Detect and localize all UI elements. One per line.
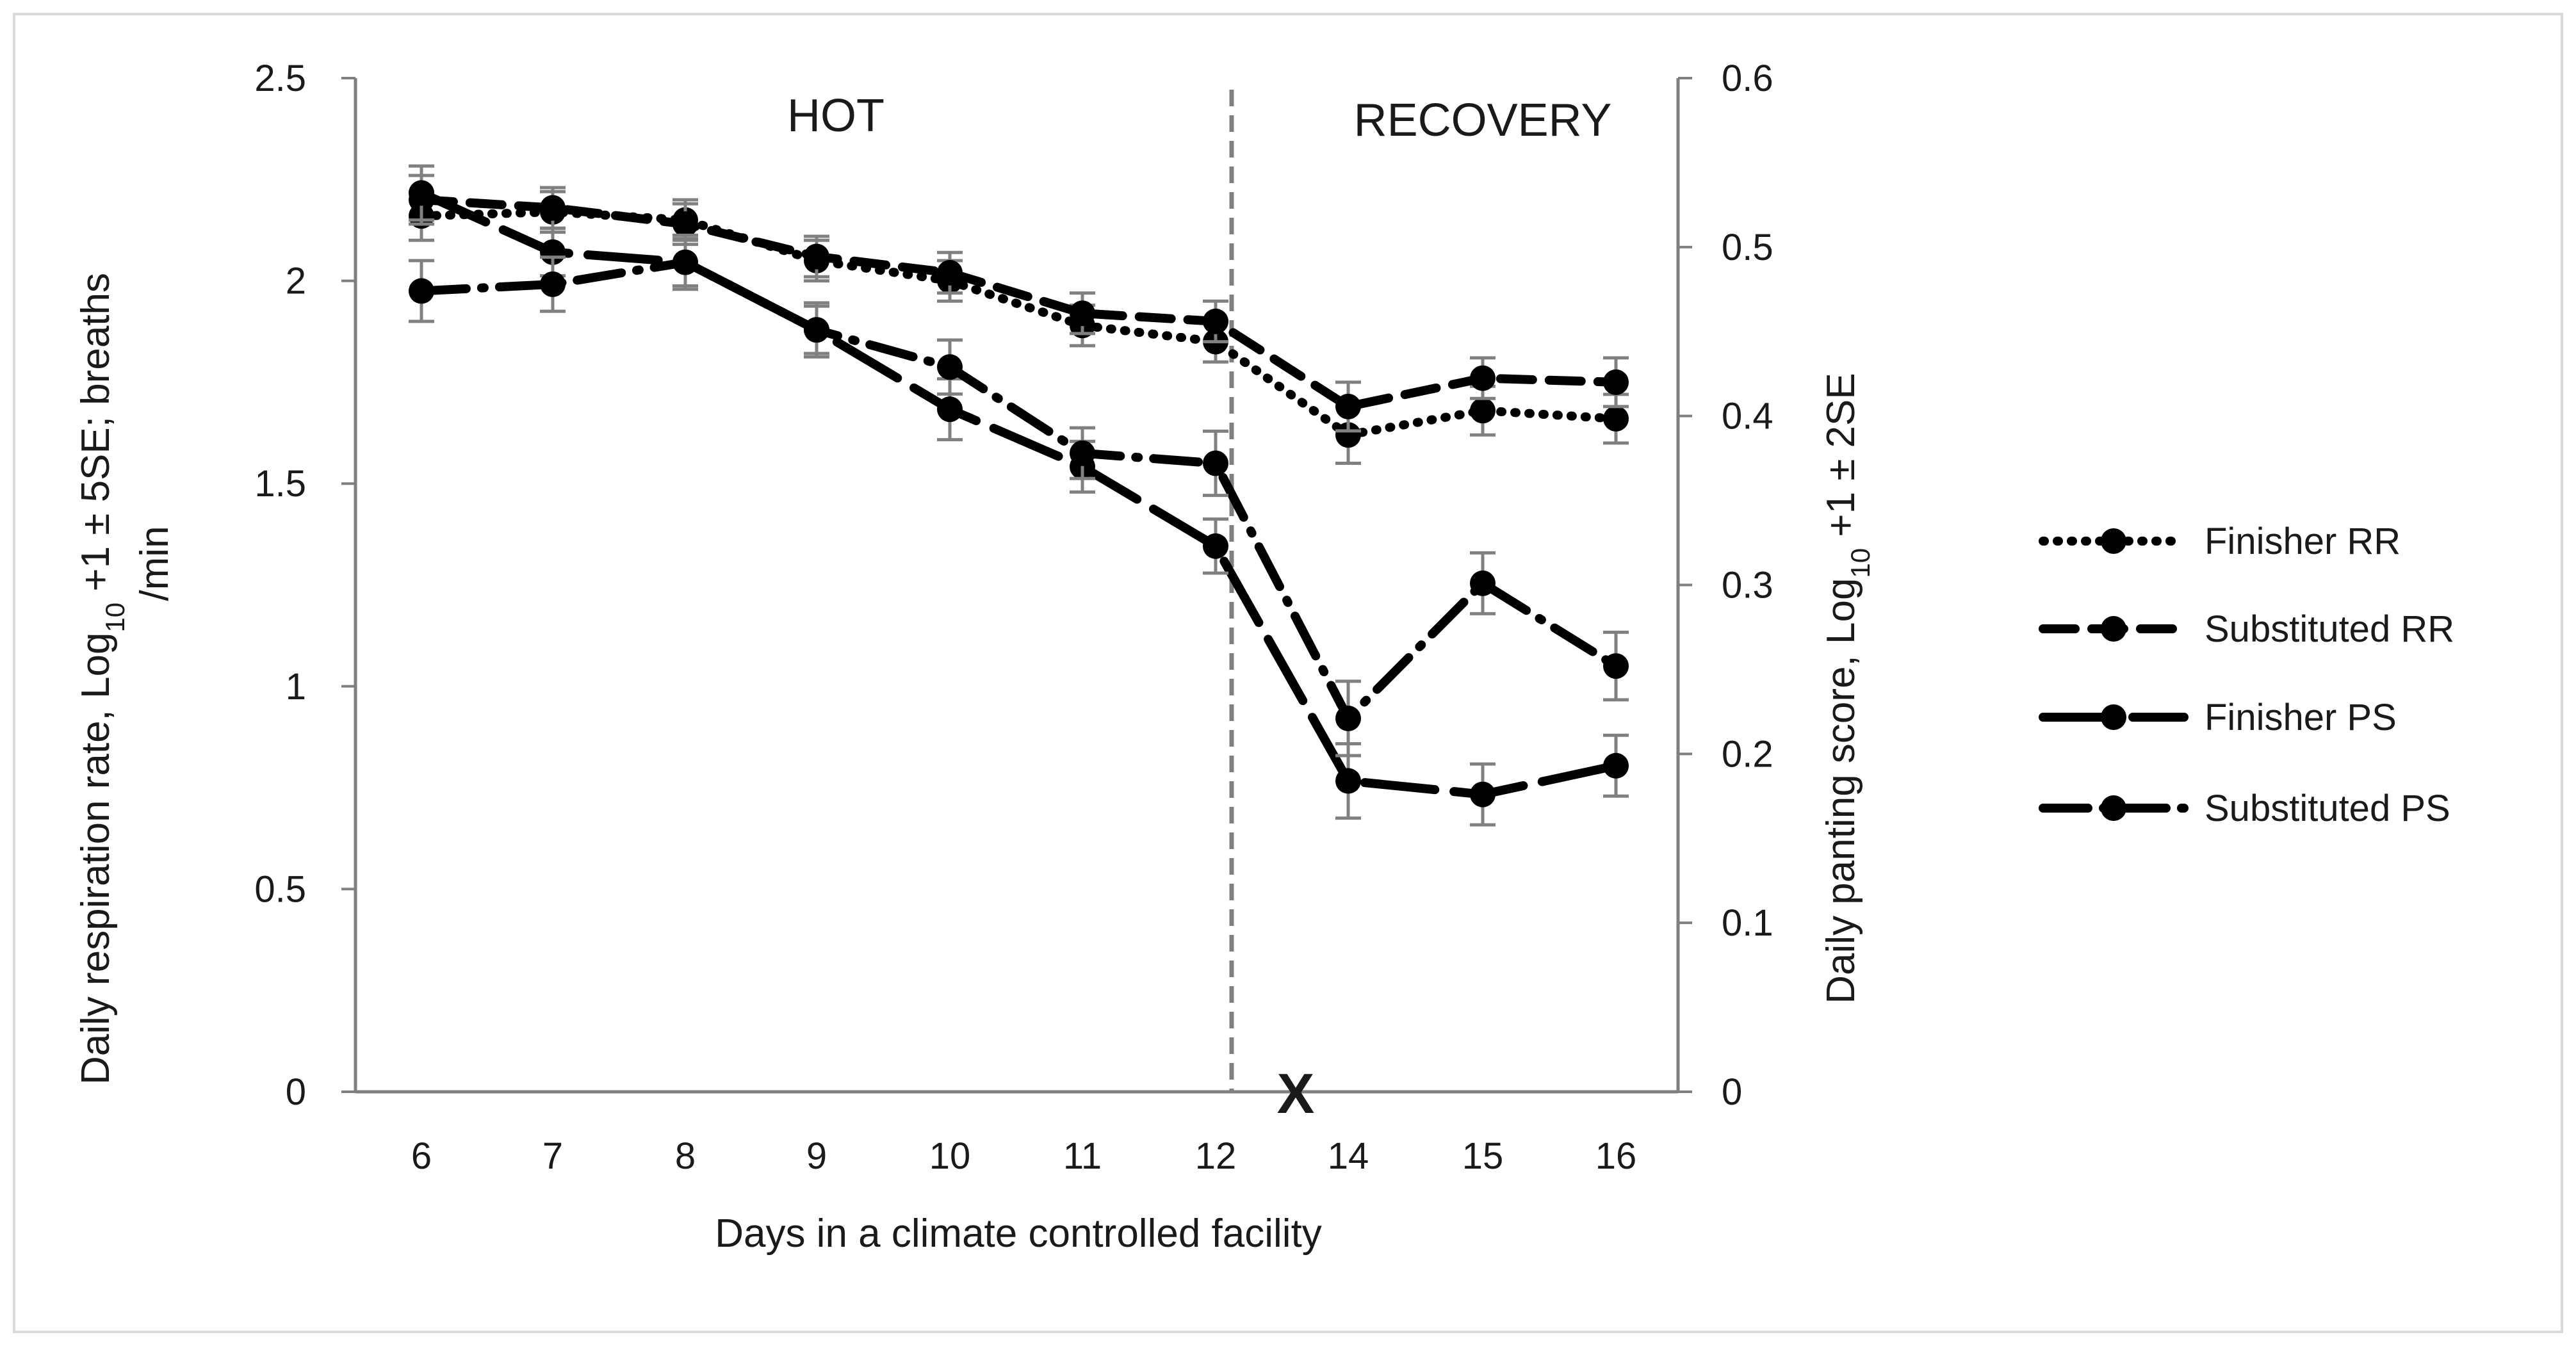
data-point (1603, 653, 1629, 679)
axes: 0 0.5 1 1.5 2 2.5 0 0.1 0.2 0.3 0.4 0.5 0.6 6 7 8 9 10 11 1… (254, 58, 1773, 1177)
series-substituted-rr (409, 174, 1629, 433)
y-left-tick-label: 0 (286, 1071, 306, 1113)
data-point (1070, 300, 1095, 327)
data-point (1470, 570, 1496, 596)
x-tick-label: 16 (1595, 1135, 1637, 1177)
y-left-title-rest: +1 ± 5SE; breaths (74, 273, 118, 603)
y-left-title-sub: 10 (100, 603, 130, 633)
labels: HOT RECOVERY Days in a climate controlle… (74, 90, 1875, 1256)
legend-label: Substituted PS (2205, 788, 2450, 829)
data-point (1470, 781, 1496, 807)
data-point (673, 249, 698, 275)
series-layer (409, 164, 1629, 827)
x-tick-label: 14 (1328, 1135, 1369, 1177)
x-tick-label: 12 (1195, 1135, 1237, 1177)
y-left-tick-label: 0.5 (254, 868, 306, 910)
x-axis-title: Days in a climate controlled facility (715, 1212, 1322, 1256)
y-right-title-main: Daily panting score, Log (1819, 578, 1863, 1004)
y-left-tick-label: 1.5 (254, 463, 306, 505)
region-label-hot: HOT (787, 90, 884, 142)
legend-swatch-marker (2101, 528, 2126, 554)
y-right-tick-label: 0.3 (1722, 565, 1773, 606)
legend-label: Substituted RR (2205, 608, 2454, 650)
legend-swatch-marker (2101, 795, 2126, 821)
x-tick-label: 7 (542, 1135, 563, 1177)
data-point (1203, 308, 1228, 334)
data-point (540, 195, 566, 221)
y-left-tick-label: 1 (286, 666, 306, 708)
data-point (1335, 393, 1361, 419)
data-point (1470, 398, 1496, 424)
series-substituted-ps (409, 233, 1629, 758)
data-point (1603, 752, 1629, 779)
y-right-title-rest: +1 ± 2SE (1819, 373, 1863, 548)
series-finisher-rr (409, 190, 1629, 466)
legend: Finisher RR Substituted RR Finisher PS Subs… (2039, 521, 2454, 829)
data-point (937, 396, 963, 423)
x-tick-label: 9 (806, 1135, 827, 1177)
series-finisher-ps (409, 164, 1629, 827)
y-right-title-sub: 10 (1845, 548, 1875, 578)
svg-text:Daily respiration rate, Log10: Daily respiration rate, Log10 +1 ± 5SE; … (74, 273, 130, 1085)
data-point (540, 271, 566, 297)
y-left-title-line2: /min (133, 526, 177, 601)
x-tick-label: 6 (411, 1135, 432, 1177)
data-point (804, 243, 829, 270)
region-label-recovery: RECOVERY (1354, 95, 1612, 146)
y-right-tick-label: 0.1 (1722, 902, 1773, 944)
data-point (1203, 450, 1228, 476)
legend-item: Finisher PS (2039, 697, 2397, 738)
y-right-tick-label: 0.5 (1722, 227, 1773, 268)
legend-item: Finisher RR (2039, 521, 2401, 562)
legend-item: Substituted RR (2039, 608, 2454, 650)
axis-break-marker: X (1277, 1062, 1315, 1125)
data-point (1070, 440, 1095, 466)
series-line (417, 195, 1620, 412)
series-line (417, 188, 1620, 799)
svg-text:Daily panting score, Log10 +1: Daily panting score, Log10 +1 ± 2SE (1819, 373, 1875, 1003)
data-point (1603, 369, 1629, 395)
data-point (1470, 365, 1496, 391)
y-right-tick-label: 0.4 (1722, 396, 1773, 437)
data-point (409, 180, 434, 206)
data-point (937, 354, 963, 380)
legend-label: Finisher RR (2205, 521, 2401, 562)
y-right-tick-label: 0.2 (1722, 733, 1773, 775)
legend-swatch-marker (2101, 704, 2126, 730)
y-right-tick-label: 0 (1722, 1071, 1742, 1113)
y-left-tick-label: 2 (286, 261, 306, 302)
x-tick-label: 8 (675, 1135, 696, 1177)
data-point (937, 259, 963, 286)
data-point (409, 278, 434, 304)
x-tick-label: 10 (929, 1135, 971, 1177)
legend-swatch-marker (2101, 616, 2126, 642)
data-point (1335, 422, 1361, 448)
data-point (1335, 768, 1361, 794)
x-tick-label: 15 (1462, 1135, 1504, 1177)
legend-label: Finisher PS (2205, 697, 2397, 738)
data-point (1335, 705, 1361, 731)
y-left-tick-label: 2.5 (254, 58, 306, 99)
legend-item: Substituted PS (2039, 788, 2450, 829)
x-tick-label: 11 (1063, 1135, 1102, 1177)
data-point (1203, 533, 1228, 559)
data-point (1603, 405, 1629, 432)
data-point (673, 211, 698, 237)
y-axis-right-title: Daily panting score, Log10 +1 ± 2SE (1819, 373, 1875, 1003)
series-line (417, 257, 1620, 726)
y-left-title-main: Daily respiration rate, Log (74, 633, 118, 1085)
y-axis-left-title: Daily respiration rate, Log10 +1 ± 5SE; … (74, 273, 177, 1085)
data-point (804, 317, 829, 343)
series-line (417, 207, 1620, 440)
y-right-tick-label: 0.6 (1722, 58, 1773, 99)
